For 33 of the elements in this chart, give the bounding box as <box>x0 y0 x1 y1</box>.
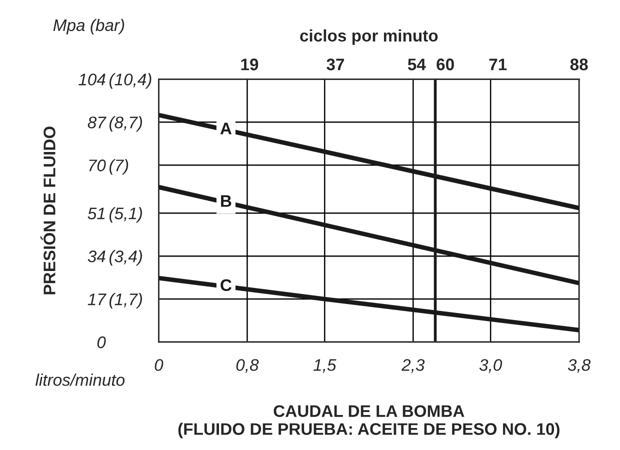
y2-tick-label: (5,1) <box>110 207 142 223</box>
x2-tick-label: 71 <box>489 58 507 70</box>
x-tick-label: 1,5 <box>314 359 336 373</box>
x-tick-label: 3,8 <box>568 359 591 373</box>
x2-tick-label: 88 <box>570 58 588 70</box>
x2-tick-label: 19 <box>241 58 258 70</box>
text: litros/minuto <box>36 374 125 386</box>
y2-tick-label: (3,4) <box>110 250 142 266</box>
text: Mpa (bar) <box>53 18 124 34</box>
x2-axis-title: ciclos por minuto <box>300 29 438 45</box>
y2-tick-label: (7) <box>110 159 128 175</box>
series-label: A <box>220 122 232 134</box>
y-tick-label: 104 <box>78 74 106 86</box>
y-tick-label: 51 <box>88 208 105 220</box>
y-tick-label: 34 <box>88 250 106 262</box>
x-tick-label: 2,3 <box>401 359 425 373</box>
x2-tick-label: 37 <box>326 58 344 70</box>
y-tick-label: 70 <box>89 160 106 172</box>
x-tick-label: 0,8 <box>236 359 259 373</box>
y-tick-label: 87 <box>88 116 106 128</box>
y2-tick-label: (1,7) <box>110 293 142 309</box>
y-axis-title: PRESIÓN DE FLUIDO <box>40 126 56 294</box>
x2-tick-label: 54 <box>408 58 426 70</box>
series-label: B <box>221 195 232 207</box>
x-axis-title: CAUDAL DE LA BOMBA (FLUIDO DE PRUEBA: ACEITE DE PESO NO. 10) <box>178 405 560 438</box>
x2-tick-label: 60 <box>436 58 454 70</box>
y-tick-label: 17 <box>88 294 106 306</box>
x-tick-label: 3,0 <box>479 359 502 373</box>
y2-tick-label: (8,7) <box>110 116 142 132</box>
x-tick-label: 0 <box>154 359 164 371</box>
y-tick-label: 0 <box>97 336 106 348</box>
series-label: C <box>220 279 232 292</box>
y2-tick-label: (10,4) <box>110 73 152 89</box>
